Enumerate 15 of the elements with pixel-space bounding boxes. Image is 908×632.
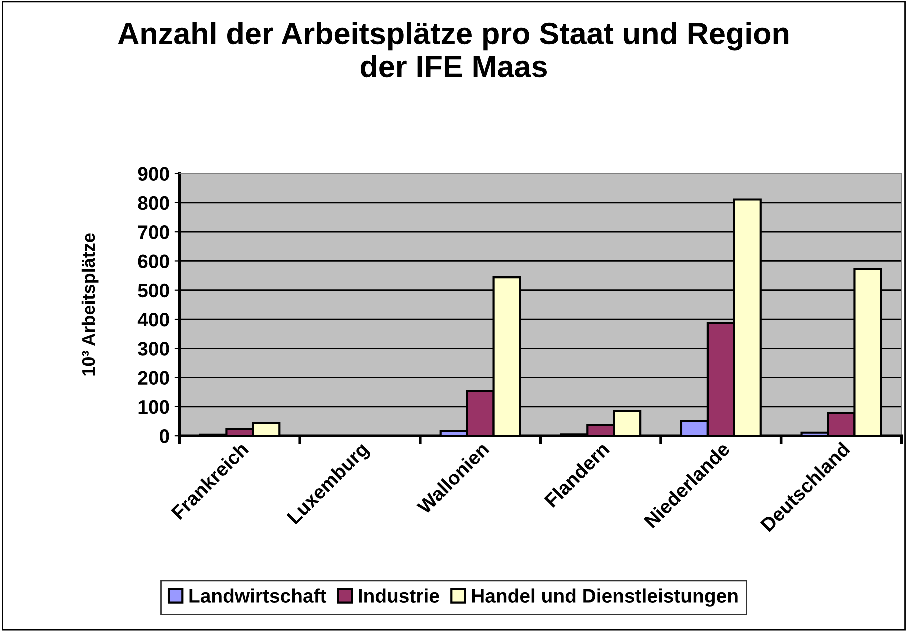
y-tick-label: 0	[160, 430, 170, 444]
y-tick-label: 900	[138, 167, 170, 182]
y-tick-label: 200	[138, 371, 170, 386]
y-tick-label: 600	[138, 254, 170, 268]
y-tick-label: 300	[138, 342, 170, 356]
chart-title: Anzahl der Arbeitsplätze pro Staat und Region der IFE Maas	[118, 22, 789, 78]
y-tick-label: 400	[138, 312, 170, 327]
legend-label: Landwirtschaft	[190, 588, 327, 603]
legend-label: Handel und Dienstleistungen	[472, 588, 738, 607]
y-axis-title: 10³ Arbeitsplätze	[82, 234, 99, 376]
y-tick-label: 100	[138, 400, 170, 414]
legend-label: Industrie	[359, 588, 440, 603]
y-tick-label: 800	[138, 196, 170, 210]
y-tick-label: 700	[138, 226, 170, 240]
y-tick-label: 500	[138, 284, 170, 298]
